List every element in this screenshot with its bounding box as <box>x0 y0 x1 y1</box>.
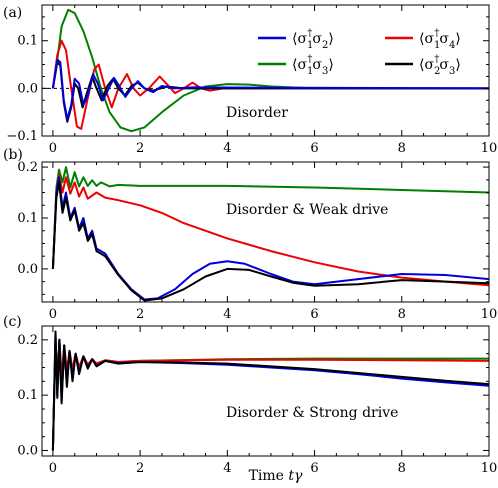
x-axis-title: Time tγ <box>249 468 303 484</box>
x-tick-label: 2 <box>136 141 144 156</box>
plot-frame <box>41 161 490 303</box>
y-tick-label: 0.2 <box>17 160 38 175</box>
x-tick-label: 4 <box>223 461 231 476</box>
x-tick-label: 6 <box>310 141 318 156</box>
panel-label: (a) <box>3 5 22 21</box>
x-tick-label: 4 <box>223 141 231 156</box>
panel-annotation: Disorder & Strong drive <box>226 405 398 421</box>
x-tick-label: 10 <box>481 141 498 156</box>
series-line-3 <box>51 333 489 451</box>
series-line-2 <box>51 173 489 287</box>
x-tick-label: 6 <box>310 461 318 476</box>
y-tick-label: 0.1 <box>17 388 38 403</box>
x-tick-label: 8 <box>398 141 406 156</box>
x-tick-label: 2 <box>136 307 144 322</box>
y-tick-label: 0.1 <box>17 34 38 49</box>
x-tick-label: 6 <box>310 307 318 322</box>
y-tick-label: 0.0 <box>17 81 38 96</box>
panel-c: 0 2 4 6 8 10 0.0 0.1 0.2 (c) Disorder & Strong dri… <box>3 314 497 484</box>
series-line-1 <box>51 8 489 133</box>
x-tick-label: 0 <box>49 141 57 156</box>
plot-frame <box>41 325 490 457</box>
legend-label: ⟨σ2†σ3⟩ <box>419 54 461 77</box>
x-tick-label: 2 <box>136 461 144 476</box>
x-tick-label: 10 <box>481 307 498 322</box>
series-line-1 <box>51 166 489 269</box>
x-tick-label: 8 <box>398 461 406 476</box>
series-line-4 <box>51 58 489 121</box>
plot-frame <box>41 4 490 137</box>
x-tick-label: 10 <box>481 461 498 476</box>
panel-a: 0 2 4 6 8 10−0.10.00.1(a)Disorder⟨σ1†σ2⟩ ⟨σ1†σ… <box>3 4 498 156</box>
y-tick-label: 0.0 <box>17 262 38 277</box>
legend-label: ⟨σ1†σ4⟩ <box>419 28 461 51</box>
series-line-2 <box>51 338 489 451</box>
panel-b: 0 2 4 6 8 10 0.0 0.1 0.2(b) Disorder & Weak drive <box>3 147 497 322</box>
series-line-4 <box>51 181 489 302</box>
legend-label: ⟨σ1†σ3⟩ <box>292 54 334 77</box>
series-line-1 <box>51 338 489 451</box>
x-tick-label: 0 <box>49 307 57 322</box>
y-tick-label: 0.1 <box>17 211 38 226</box>
y-tick-label: 0.2 <box>17 333 38 348</box>
x-tick-label: 8 <box>398 307 406 322</box>
panel-annotation: Disorder & Weak drive <box>226 202 388 218</box>
x-tick-label: 0 <box>49 461 57 476</box>
legend-label: ⟨σ1†σ2⟩ <box>292 28 334 51</box>
panel-label: (b) <box>3 147 23 163</box>
panel-annotation: Disorder <box>226 105 288 121</box>
series-line-4 <box>51 330 489 451</box>
y-tick-label: −0.1 <box>6 129 38 144</box>
legend: ⟨σ1†σ2⟩ ⟨σ1†σ4⟩ ⟨σ1†σ3⟩ ⟨σ2†σ3⟩ <box>258 28 461 77</box>
x-tick-label: 4 <box>223 307 231 322</box>
y-tick-label: 0.0 <box>17 443 38 458</box>
panel-label: (c) <box>3 314 22 330</box>
